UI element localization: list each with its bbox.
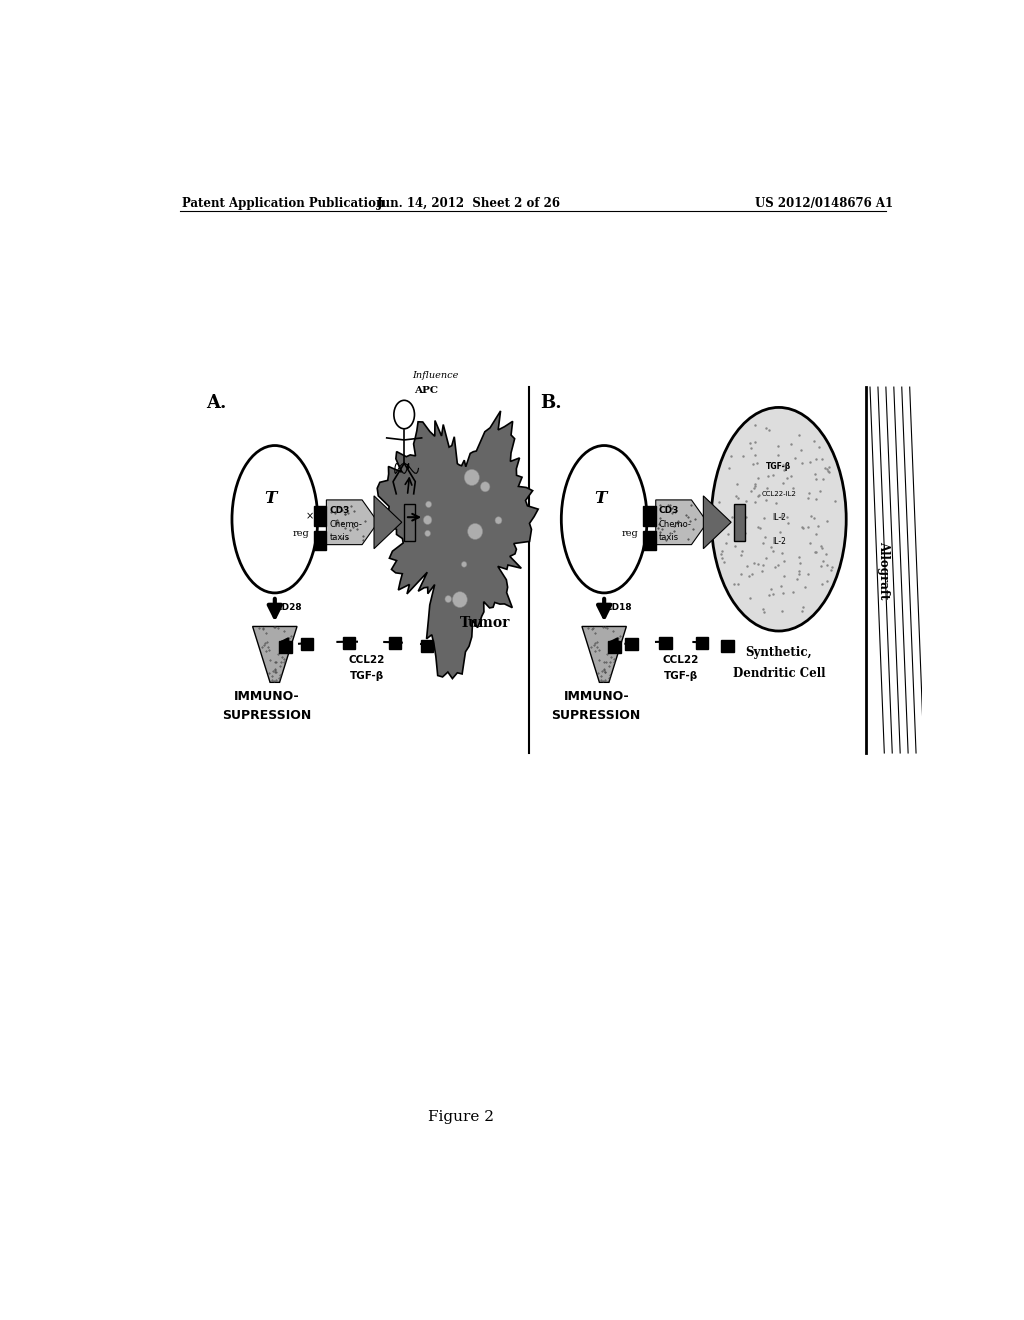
- Text: CCL22: CCL22: [349, 655, 385, 665]
- Text: CD3: CD3: [658, 506, 679, 515]
- FancyBboxPatch shape: [643, 506, 655, 527]
- Ellipse shape: [232, 446, 317, 593]
- Polygon shape: [253, 627, 297, 682]
- Text: Tumor: Tumor: [460, 615, 510, 630]
- Ellipse shape: [423, 516, 432, 524]
- Polygon shape: [703, 496, 731, 549]
- FancyBboxPatch shape: [389, 638, 401, 649]
- Text: IMMUNO-: IMMUNO-: [563, 690, 629, 704]
- Polygon shape: [374, 496, 401, 549]
- Ellipse shape: [462, 561, 467, 568]
- FancyBboxPatch shape: [659, 636, 672, 649]
- Text: Jun. 14, 2012  Sheet 2 of 26: Jun. 14, 2012 Sheet 2 of 26: [377, 197, 561, 210]
- Text: reg: reg: [292, 529, 309, 539]
- FancyBboxPatch shape: [343, 636, 355, 649]
- Ellipse shape: [426, 502, 431, 507]
- FancyBboxPatch shape: [313, 532, 327, 549]
- Ellipse shape: [425, 531, 430, 536]
- Text: CD3: CD3: [330, 506, 350, 515]
- Ellipse shape: [445, 595, 452, 602]
- Text: IL-2: IL-2: [772, 537, 785, 546]
- Text: $\times$: $\times$: [305, 511, 314, 521]
- Text: Chemo-: Chemo-: [330, 520, 362, 529]
- Text: Allograft: Allograft: [877, 541, 890, 599]
- Text: TGF-β: TGF-β: [766, 462, 792, 471]
- Text: A.: A.: [206, 395, 226, 412]
- FancyBboxPatch shape: [421, 640, 433, 652]
- Ellipse shape: [453, 591, 467, 607]
- Text: CD28: CD28: [275, 602, 302, 611]
- Text: Figure 2: Figure 2: [428, 1110, 495, 1125]
- FancyBboxPatch shape: [721, 640, 734, 652]
- Text: Influence: Influence: [412, 371, 459, 380]
- Polygon shape: [327, 500, 378, 545]
- Text: APC: APC: [414, 387, 437, 395]
- Text: SUPRESSION: SUPRESSION: [222, 709, 311, 722]
- Text: Dendritic Cell: Dendritic Cell: [732, 667, 825, 680]
- Ellipse shape: [712, 408, 846, 631]
- FancyBboxPatch shape: [279, 642, 292, 653]
- FancyBboxPatch shape: [626, 638, 638, 651]
- Text: SUPRESSION: SUPRESSION: [552, 709, 641, 722]
- FancyBboxPatch shape: [313, 506, 327, 527]
- Text: US 2012/0148676 A1: US 2012/0148676 A1: [755, 197, 893, 210]
- Text: T: T: [594, 491, 606, 507]
- Text: TGF-β: TGF-β: [350, 671, 384, 681]
- Ellipse shape: [394, 400, 415, 429]
- Text: TGF-β: TGF-β: [664, 671, 698, 681]
- Text: T: T: [264, 491, 278, 507]
- Text: IL-2: IL-2: [772, 512, 785, 521]
- Text: Chemo-: Chemo-: [658, 520, 692, 529]
- Ellipse shape: [495, 516, 502, 524]
- Ellipse shape: [464, 470, 479, 486]
- Ellipse shape: [468, 524, 482, 540]
- Polygon shape: [582, 627, 627, 682]
- FancyBboxPatch shape: [608, 642, 621, 653]
- Text: taxis: taxis: [330, 533, 350, 543]
- Text: IMMUNO-: IMMUNO-: [234, 690, 300, 704]
- Text: Synthetic,: Synthetic,: [745, 647, 812, 659]
- Text: CD18: CD18: [605, 602, 632, 611]
- Text: CCL22: CCL22: [663, 655, 699, 665]
- Text: B.: B.: [541, 395, 562, 412]
- Ellipse shape: [561, 446, 647, 593]
- FancyBboxPatch shape: [695, 638, 709, 649]
- Polygon shape: [655, 500, 708, 545]
- Polygon shape: [377, 411, 539, 678]
- FancyBboxPatch shape: [301, 638, 313, 651]
- FancyBboxPatch shape: [643, 532, 655, 549]
- Text: CCL22-IL2: CCL22-IL2: [761, 491, 797, 496]
- FancyBboxPatch shape: [404, 504, 416, 541]
- Ellipse shape: [480, 482, 489, 492]
- Text: Patent Application Publication: Patent Application Publication: [182, 197, 384, 210]
- Text: reg: reg: [622, 529, 638, 539]
- Text: taxis: taxis: [658, 533, 679, 543]
- FancyBboxPatch shape: [733, 504, 744, 541]
